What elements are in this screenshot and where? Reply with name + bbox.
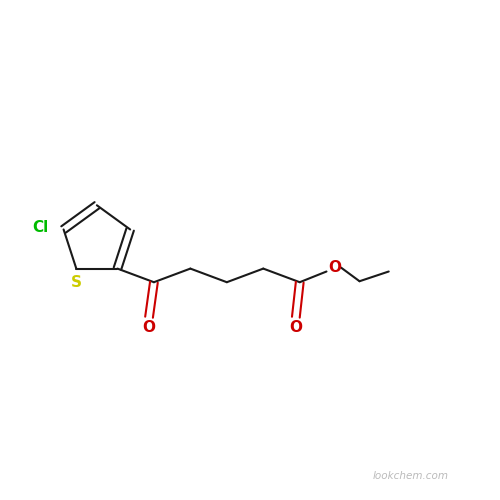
Text: lookchem.com: lookchem.com [372,471,448,481]
Text: O: O [142,320,156,336]
Text: O: O [290,320,302,336]
Text: O: O [328,260,342,275]
Text: S: S [71,274,82,289]
Text: Cl: Cl [32,220,48,234]
